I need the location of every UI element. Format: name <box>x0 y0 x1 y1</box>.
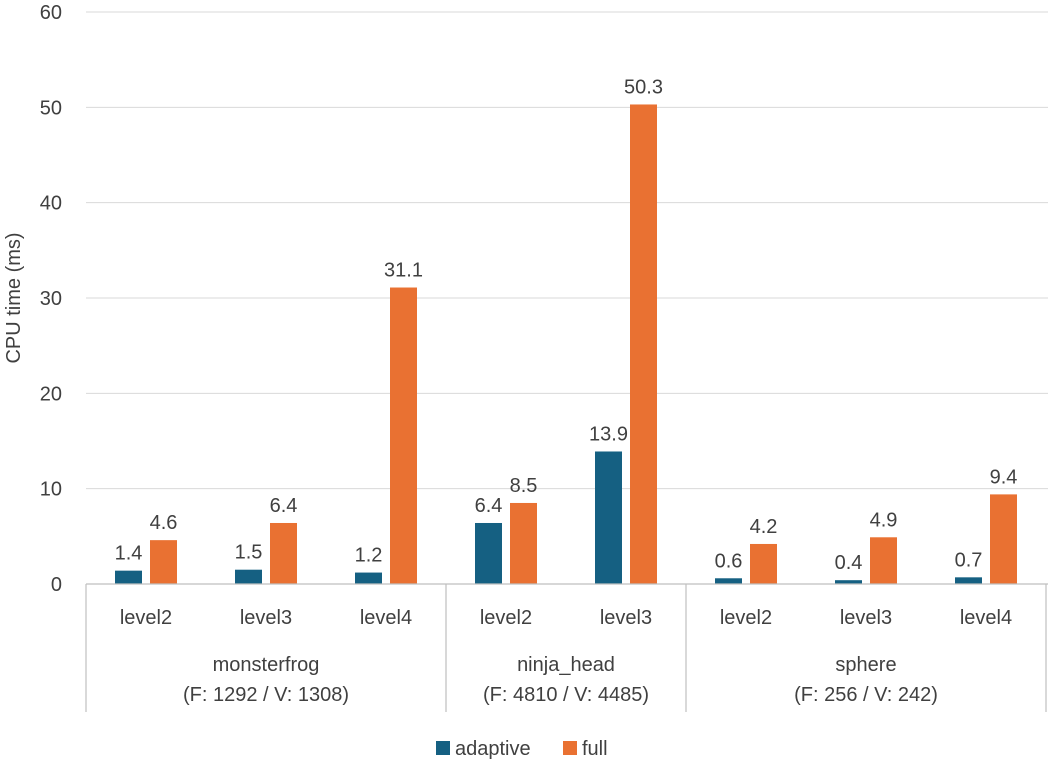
y-tick-label: 60 <box>40 2 62 24</box>
bar-adaptive <box>475 522 502 584</box>
data-label-adaptive: 6.4 <box>475 495 503 517</box>
category-label: level4 <box>960 607 1012 629</box>
bar-adaptive <box>955 577 982 584</box>
bar-adaptive <box>235 569 262 584</box>
data-label-full: 50.3 <box>624 76 663 98</box>
legend-swatch-full <box>563 741 577 755</box>
category-label: level3 <box>840 607 892 629</box>
bar-full <box>390 287 417 584</box>
bar-adaptive <box>115 570 142 584</box>
data-label-full: 4.9 <box>870 509 898 531</box>
bar-adaptive <box>355 572 382 584</box>
data-label-adaptive: 0.4 <box>835 552 863 574</box>
x-axis-group-labels: monsterfrog (F: 1292 / V: 1308) ninja_head… <box>183 654 938 706</box>
gridlines <box>86 11 1048 490</box>
data-labels: 1.4 4.6 1.5 6.4 1.2 31.1 6.4 8.5 13.9 50.3 0.6 4.2 0… <box>115 76 1018 574</box>
legend-label-adaptive: adaptive <box>455 738 531 760</box>
data-label-adaptive: 13.9 <box>589 423 628 445</box>
bar-full <box>870 537 897 584</box>
y-axis-label: CPU time (ms) <box>3 232 25 363</box>
data-label-adaptive: 1.2 <box>355 545 383 567</box>
bar-full <box>630 104 657 585</box>
bar-adaptive <box>835 580 862 584</box>
group-sublabel: (F: 1292 / V: 1308) <box>183 684 349 706</box>
y-tick-label: 40 <box>40 193 62 215</box>
bar-full <box>990 494 1017 584</box>
data-label-full: 8.5 <box>510 475 538 497</box>
x-axis-category-labels: level2 level3 level4 level2 level3 level2 leve… <box>120 607 1012 629</box>
data-label-adaptive: 0.7 <box>955 549 983 571</box>
data-label-full: 9.4 <box>990 466 1018 488</box>
legend-swatch-adaptive <box>436 741 450 755</box>
y-axis-ticks: 0 10 20 30 40 50 60 <box>40 2 62 596</box>
bar-adaptive <box>715 578 742 584</box>
group-label: ninja_head <box>517 654 615 676</box>
data-label-full: 4.6 <box>150 512 178 534</box>
data-label-adaptive: 0.6 <box>715 550 743 572</box>
bar-adaptive <box>595 451 622 584</box>
bar-full <box>750 543 777 584</box>
category-label: level3 <box>240 607 292 629</box>
y-tick-label: 0 <box>51 574 62 596</box>
bar-full <box>510 502 537 584</box>
category-label: level2 <box>720 607 772 629</box>
category-label: level2 <box>480 607 532 629</box>
category-label: level3 <box>600 607 652 629</box>
x-axis <box>85 583 1048 712</box>
bars <box>115 104 1017 585</box>
legend-label-full: full <box>582 738 608 760</box>
y-tick-label: 30 <box>40 288 62 310</box>
y-tick-label: 10 <box>40 479 62 501</box>
y-tick-label: 50 <box>40 97 62 119</box>
data-label-full: 4.2 <box>750 516 778 538</box>
data-label-full: 6.4 <box>270 495 298 517</box>
data-label-adaptive: 1.5 <box>235 542 263 564</box>
data-label-full: 31.1 <box>384 260 423 282</box>
group-sublabel: (F: 4810 / V: 4485) <box>483 684 649 706</box>
y-tick-label: 20 <box>40 383 62 405</box>
category-label: level4 <box>360 607 412 629</box>
legend: adaptive full <box>436 738 608 760</box>
bar-full <box>270 522 297 584</box>
group-label: sphere <box>835 654 896 676</box>
group-sublabel: (F: 256 / V: 242) <box>794 684 938 706</box>
category-label: level2 <box>120 607 172 629</box>
group-label: monsterfrog <box>213 654 320 676</box>
bar-full <box>150 540 177 584</box>
data-label-adaptive: 1.4 <box>115 543 143 565</box>
